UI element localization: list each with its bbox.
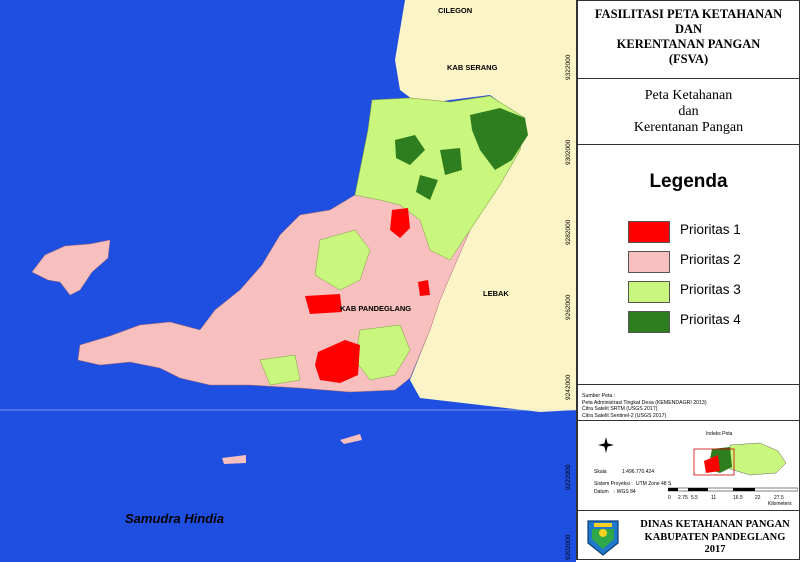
scale-bar	[668, 487, 798, 492]
sources-heading: Sumber Peta :	[582, 393, 616, 399]
projection-label: Sistem Proyeksi :	[594, 481, 633, 487]
prioritas1-zone-3	[315, 340, 360, 383]
map-canvas: CILEGON KAB SERANG LEBAK KAB PANDEGLANG …	[0, 0, 576, 562]
scale-tick: 11	[711, 495, 717, 501]
title-line: FASILITASI PETA KETAHANAN	[594, 7, 783, 21]
title-line: DAN	[674, 22, 703, 36]
prioritas1-zone-2	[305, 294, 342, 314]
label-lebak: LEBAK	[483, 289, 509, 298]
datum-label: Datum	[594, 489, 609, 495]
prioritas4-zone-4	[416, 175, 438, 200]
panaitan-island	[31, 239, 111, 296]
legend-swatch	[628, 281, 670, 303]
legend-swatch	[628, 221, 670, 243]
scale-tick: 0	[668, 495, 671, 501]
legend-label: Prioritas 3	[680, 282, 741, 297]
label-kab-serang: KAB SERANG	[447, 63, 498, 72]
small-island-1	[340, 434, 362, 444]
mainland-land	[395, 0, 576, 412]
prioritas1-zone-1	[390, 208, 410, 238]
sources-box: Sumber Peta : Peta Administrasi Tingkat …	[578, 385, 799, 421]
legend-box: Legenda Prioritas 1 Prioritas 2 Priorita…	[578, 145, 799, 385]
index-map-title: Indeks Peta	[706, 431, 733, 437]
side-panel: FASILITASI PETA KETAHANAN DAN KERENTANAN…	[576, 0, 800, 560]
title-line: KERENTANAN PANGAN	[616, 37, 761, 51]
grid-label-y: 9262000	[565, 294, 572, 320]
grid-label-y: 9322000	[565, 54, 572, 80]
scale-tick: 27.5	[774, 495, 784, 501]
legend-label: Prioritas 2	[680, 252, 741, 267]
government-emblem-logo	[587, 520, 619, 556]
grid-label-y: 9282000	[565, 219, 572, 245]
map-info-box: Skala 1:496.770.424 Sistem Proyeksi : UT…	[578, 421, 799, 511]
prioritas4-zone-2	[395, 135, 425, 165]
scale-unit: Kilometers	[768, 501, 792, 507]
prioritas4-zone-3	[440, 148, 462, 175]
scale-tick: 5.5	[691, 495, 698, 501]
legend-swatch	[628, 251, 670, 273]
grid-label-y: 9202000	[565, 534, 572, 560]
legend-title: Legenda	[649, 171, 728, 192]
legend-label: Prioritas 1	[680, 222, 741, 237]
north-arrow-icon	[598, 437, 614, 453]
prioritas3-zone-sw	[259, 354, 301, 386]
datum-value: : WGS 84	[614, 489, 636, 495]
source-line: Citra Satelit SRTM (USGS 2017)	[582, 406, 658, 412]
projection-value: UTM Zone 48 S	[636, 481, 672, 487]
footer-text: DINAS KETAHANAN PANGAN KABUPATEN PANDEGL…	[630, 519, 800, 557]
subtitle-line: dan	[678, 104, 699, 119]
scale-tick: 2.75	[678, 495, 688, 501]
prioritas3-zone-west	[314, 229, 371, 291]
prioritas1-zone-4	[418, 280, 430, 296]
grid-label-y: 9302000	[565, 139, 572, 165]
title-box: FASILITASI PETA KETAHANAN DAN KERENTANAN…	[578, 1, 799, 79]
legend-swatch	[628, 311, 670, 333]
footer-line: DINAS KETAHANAN PANGAN	[640, 519, 790, 530]
grid-label-y: 9222000	[565, 464, 572, 490]
legend-label: Prioritas 4	[680, 312, 741, 327]
subtitle-line: Peta Ketahanan	[644, 88, 733, 103]
grid-label-y: 9242000	[565, 374, 572, 400]
footer-line: 2017	[704, 544, 726, 555]
label-samudra-hindia: Samudra Hindia	[125, 511, 224, 526]
label-cilegon: CILEGON	[438, 6, 472, 15]
source-line: Citra Satelit Sentinel-2 (USGS 2017)	[582, 412, 667, 419]
footer-line: KABUPATEN PANDEGLANG	[644, 531, 786, 543]
scale-tick: 22	[755, 495, 761, 501]
footer-box: DINAS KETAHANAN PANGAN KABUPATEN PANDEGL…	[578, 511, 799, 561]
title-line: (FSVA)	[668, 52, 709, 66]
scale-tick: 16.5	[733, 495, 743, 501]
index-map	[690, 439, 790, 481]
label-kab-pandeglang: KAB PANDEGLANG	[340, 304, 411, 313]
subtitle-line: Kerentanan Pangan	[633, 120, 744, 135]
small-island-2	[222, 455, 246, 464]
prioritas4-zone	[470, 108, 528, 170]
scale-value: 1:496.770.424	[622, 469, 654, 475]
source-line: Peta Administrasi Tingkat Desa (KEMENDAG…	[582, 399, 707, 406]
subtitle-box: Peta Ketahanan dan Kerentanan Pangan	[578, 79, 799, 145]
scale-label: Skala	[594, 469, 607, 475]
